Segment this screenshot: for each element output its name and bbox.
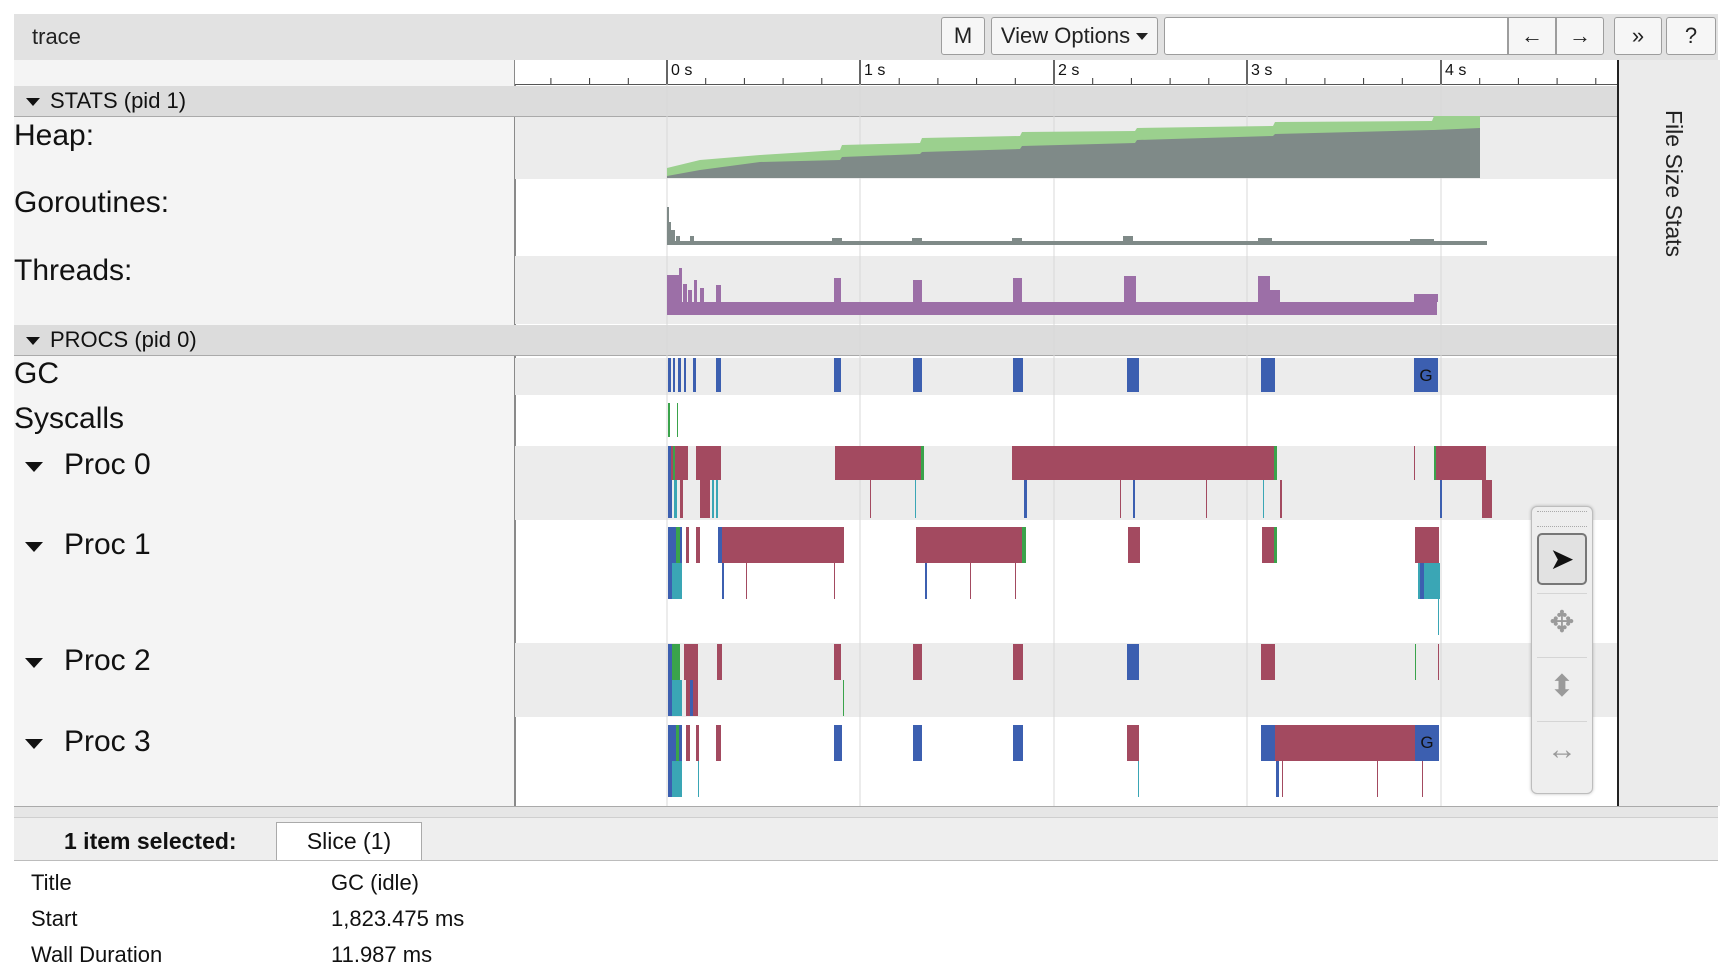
ruler-tick-1: 1 s xyxy=(864,62,886,79)
more-button[interactable]: » xyxy=(1614,17,1662,55)
heap-inuse-area[interactable] xyxy=(667,128,1480,178)
track-label-column xyxy=(14,60,516,806)
view-options-button[interactable]: View Options xyxy=(991,17,1158,55)
chevron-down-icon xyxy=(1136,32,1149,40)
trace-title: trace xyxy=(32,24,81,49)
pointer-icon: ➤ xyxy=(1537,533,1587,585)
prop-start-key: Start xyxy=(31,906,78,931)
proc1-label: Proc 1 xyxy=(64,528,151,561)
heap-label: Heap: xyxy=(14,119,95,152)
proc3-toggle-icon[interactable] xyxy=(25,739,43,749)
ruler-tick-3: 3 s xyxy=(1251,62,1273,79)
next-result-button[interactable]: → xyxy=(1556,17,1604,55)
procs-group-header[interactable]: PROCS (pid 0) xyxy=(14,325,1617,356)
prop-title-key: Title xyxy=(31,870,72,895)
ruler-tick-0: 0 s xyxy=(671,62,693,79)
ruler-tick-2: 2 s xyxy=(1058,62,1080,79)
tab-slice[interactable]: Slice (1) xyxy=(276,822,422,860)
prev-result-button[interactable]: ← xyxy=(1508,17,1556,55)
selection-header: 1 item selected: Slice (1) xyxy=(14,818,1718,861)
proc0-toggle-icon[interactable] xyxy=(25,462,43,472)
collapse-triangle-icon[interactable] xyxy=(26,98,40,106)
proc2-toggle-icon[interactable] xyxy=(25,658,43,668)
search-input[interactable] xyxy=(1164,17,1508,55)
trace-tracks[interactable]: G xyxy=(0,0,1617,806)
move-icon: ✥ xyxy=(1549,605,1575,639)
goroutines-series[interactable] xyxy=(667,207,1487,245)
ruler-tick-4: 4 s xyxy=(1445,62,1467,79)
proc0-slices[interactable] xyxy=(668,446,1492,518)
mouse-mode-selector[interactable]: ➤ ✥ ⬍ ↔ xyxy=(1531,506,1593,794)
m-button[interactable]: M xyxy=(941,17,985,55)
syscalls-label: Syscalls xyxy=(14,402,125,435)
file-size-stats-tab[interactable]: File Size Stats xyxy=(1661,110,1687,257)
prop-title-value: GC (idle) xyxy=(331,870,420,895)
procs-group-label: PROCS (pid 0) xyxy=(50,327,197,352)
ruler-ticks xyxy=(550,60,1597,84)
time-ruler: 0 s 1 s 2 s 3 s 4 s xyxy=(515,60,1617,85)
timing-mode-button[interactable]: ↔ xyxy=(1537,721,1587,778)
panel-resizer[interactable] xyxy=(14,806,1718,818)
stats-group-header[interactable]: STATS (pid 1) xyxy=(14,86,1617,117)
goroutines-label: Goroutines: xyxy=(14,186,170,219)
prop-duration-value: 11.987 ms xyxy=(331,942,433,967)
toolbar: trace M View Options ← → » ? xyxy=(14,14,1718,61)
gc-label: GC xyxy=(14,357,59,390)
proc1-slices[interactable] xyxy=(668,527,1440,635)
view-options-label: View Options xyxy=(1000,23,1131,48)
gc-idle-slice-selected[interactable] xyxy=(1414,358,1438,392)
proc3-slices[interactable] xyxy=(668,725,1439,797)
proc3-slice-letter: G xyxy=(1420,733,1433,752)
selection-mode-button[interactable]: ➤ xyxy=(1537,531,1587,587)
proc2-slices[interactable] xyxy=(668,644,1439,716)
side-panel[interactable] xyxy=(1617,60,1720,806)
selection-summary: 1 item selected: xyxy=(64,828,237,854)
prop-start-value: 1,823.475 ms xyxy=(331,906,465,931)
proc0-label: Proc 0 xyxy=(64,448,151,481)
drag-handle[interactable] xyxy=(1537,511,1587,527)
proc3-label: Proc 3 xyxy=(64,725,151,758)
proc1-toggle-icon[interactable] xyxy=(25,542,43,552)
threads-label: Threads: xyxy=(14,254,133,287)
prop-duration-key: Wall Duration xyxy=(31,942,163,967)
proc2-row-bg xyxy=(515,643,1617,717)
collapse-triangle-icon[interactable] xyxy=(26,337,40,345)
gc-slice-letter: G xyxy=(1419,366,1432,385)
threads-series[interactable] xyxy=(667,268,1438,315)
zoom-vertical-icon: ⬍ xyxy=(1549,669,1575,703)
help-button[interactable]: ? xyxy=(1666,17,1716,55)
stats-group-label: STATS (pid 1) xyxy=(50,88,187,113)
syscall-slices[interactable] xyxy=(668,403,678,437)
proc2-label: Proc 2 xyxy=(64,644,151,677)
zoom-mode-button[interactable]: ⬍ xyxy=(1537,657,1587,714)
pan-mode-button[interactable]: ✥ xyxy=(1537,593,1587,650)
gc-slices[interactable] xyxy=(668,358,1275,392)
timing-icon: ↔ xyxy=(1547,733,1577,766)
